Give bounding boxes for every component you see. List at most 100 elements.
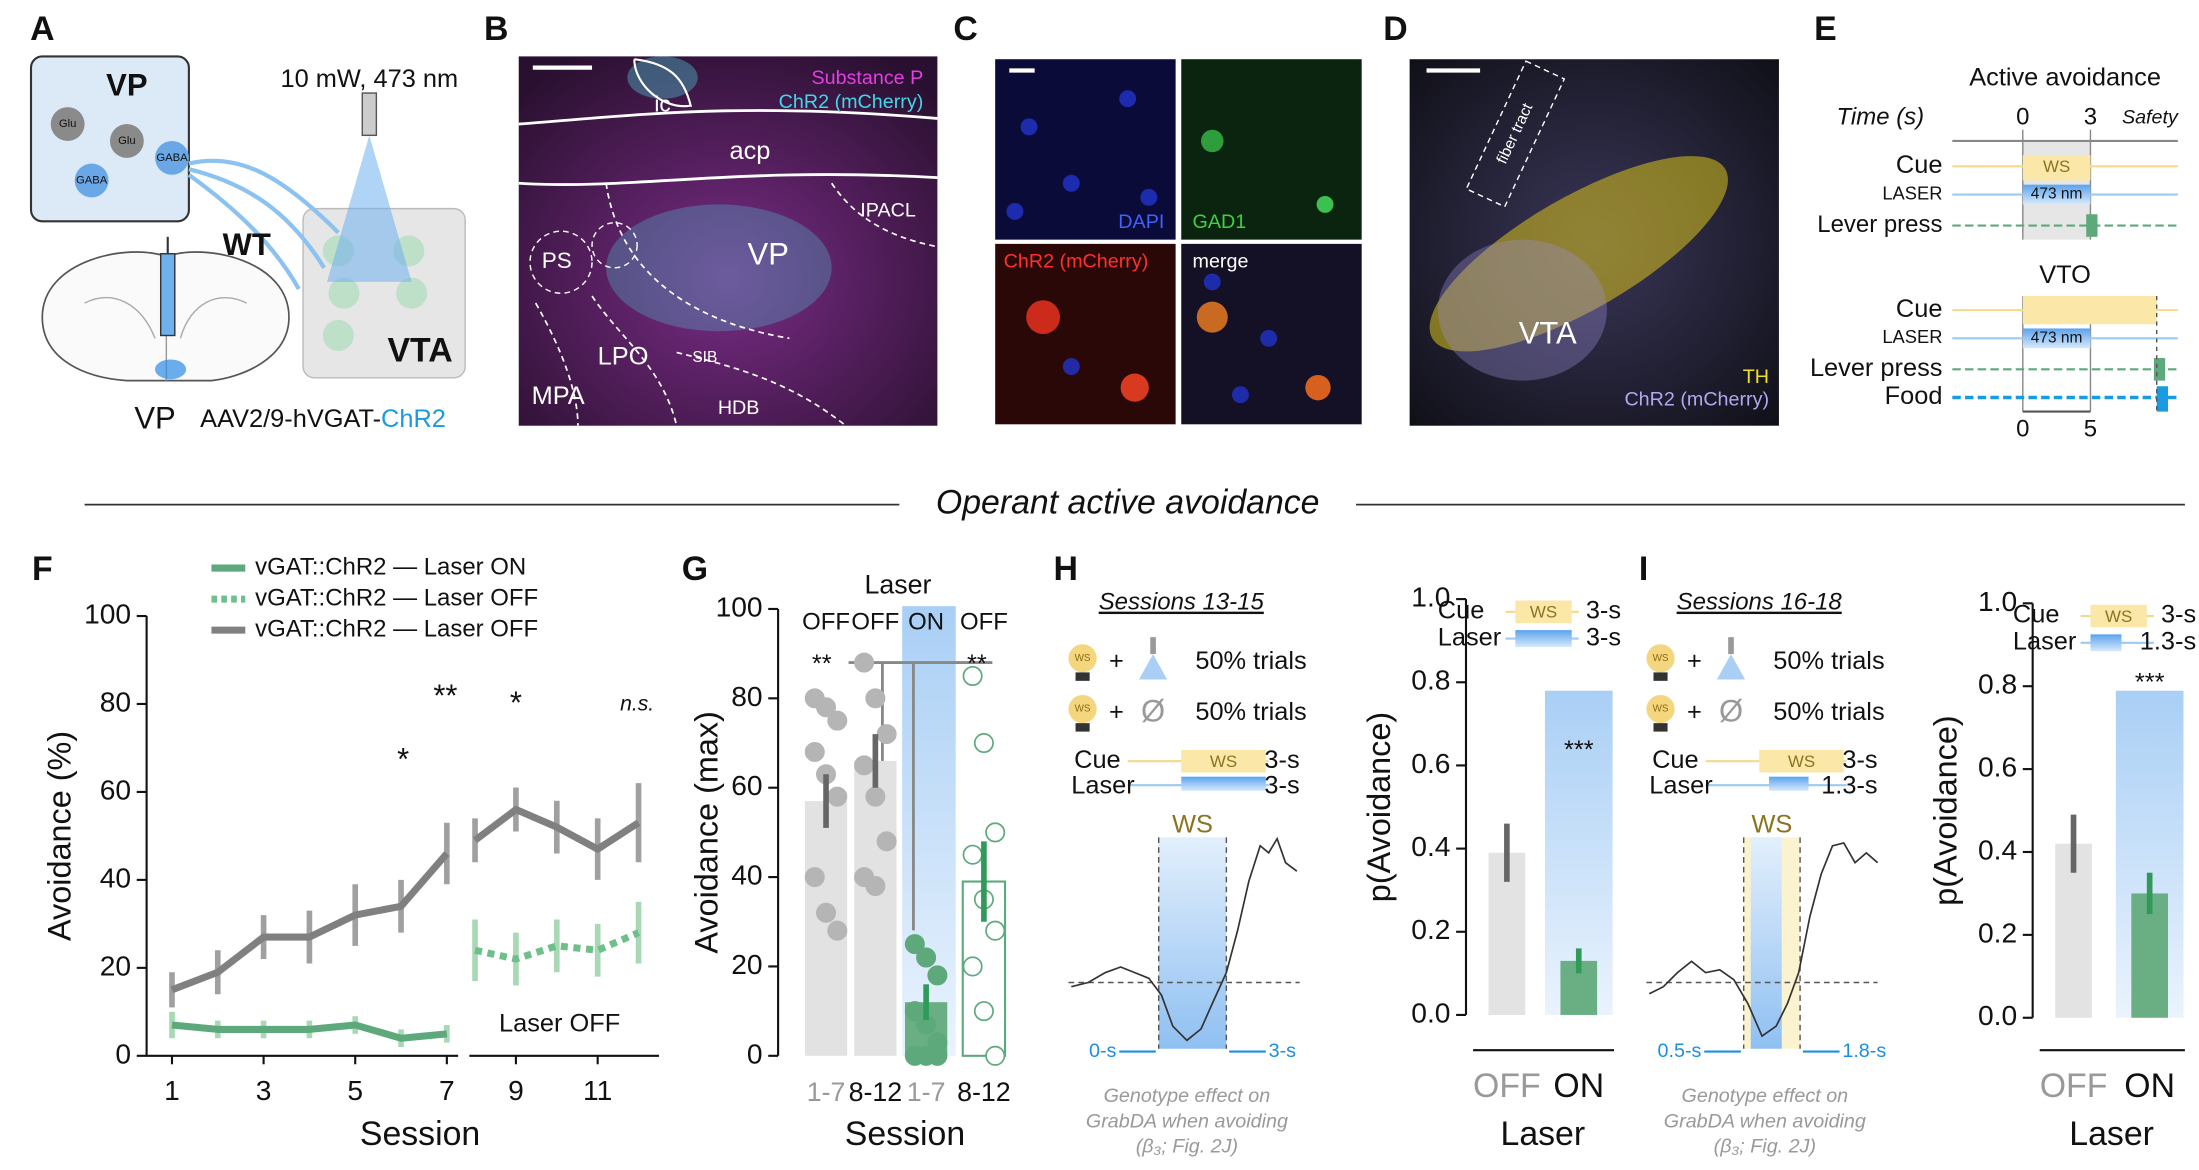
shape <box>1200 129 1224 153</box>
shape <box>1232 386 1249 404</box>
region-label: SIB <box>692 349 717 366</box>
row-label: Lever press <box>1810 354 1943 382</box>
virus-opsin: ChR2 <box>381 405 446 433</box>
shape <box>322 319 354 352</box>
x-tick-label: 1-7 <box>807 1077 846 1107</box>
sessions-label: Sessions 16-18 <box>1677 589 1843 616</box>
legend-label: Cue <box>2013 601 2060 629</box>
x-tick-label: OFF <box>1473 1067 1541 1105</box>
plus-sign: + <box>1687 698 1702 726</box>
legend-label: vGAT::ChR2 — Laser ON <box>255 553 526 580</box>
shape <box>1181 749 1266 773</box>
time-label: Time (s) <box>1837 104 1925 131</box>
channel-label: GAD1 <box>1193 211 1247 233</box>
row-label: Food <box>1885 382 1943 410</box>
x-tick-label: 3 <box>256 1074 272 1106</box>
region-label: IPACL <box>860 200 916 222</box>
window-label: WS <box>1751 811 1792 839</box>
y-tick-label: 80 <box>731 680 762 712</box>
stain-label: ChR2 (mCherry) <box>779 91 924 113</box>
shape <box>328 277 360 309</box>
region-label: MPA <box>532 382 585 410</box>
shape <box>1646 694 1675 724</box>
shape <box>155 359 187 380</box>
laser-header: Laser <box>864 569 931 599</box>
series-line <box>171 1021 448 1042</box>
row-label: LASER <box>1882 326 1942 347</box>
shape <box>1158 837 1227 1049</box>
y-tick-label: 1.0 <box>1978 585 2017 617</box>
shape <box>2090 604 2147 628</box>
laser-label: 473 nm <box>2031 186 2083 203</box>
caption: Genotype effect on <box>1104 1085 1271 1107</box>
shape <box>109 124 144 158</box>
data-point <box>876 831 897 852</box>
data-point <box>804 867 825 888</box>
shape <box>1653 672 1668 681</box>
shape <box>518 109 938 126</box>
panel-letter: D <box>1383 10 1407 48</box>
genotype-label: WT <box>223 227 271 262</box>
data-point <box>816 902 837 923</box>
shape <box>1068 644 1097 673</box>
shape <box>187 173 301 291</box>
region-label: VP <box>134 400 175 435</box>
shape <box>1515 630 1572 648</box>
data-point <box>916 947 937 968</box>
shape <box>2022 296 2157 325</box>
y-tick-label: 0.6 <box>1978 751 2017 783</box>
shape <box>1119 90 1137 108</box>
shape <box>2022 184 2091 205</box>
data-point <box>865 876 886 897</box>
region-label: VP <box>106 68 147 103</box>
row-label: Cue <box>1896 295 1943 323</box>
shape <box>1759 749 1844 773</box>
y-tick-label: 0.8 <box>1411 664 1450 696</box>
caption: Genotype effect on <box>1682 1085 1849 1107</box>
duration-label: 3-s <box>2161 601 2196 629</box>
row-label: Laser <box>1649 771 1713 799</box>
shape <box>1196 301 1228 333</box>
shape <box>633 58 693 108</box>
y-tick-label: 0.2 <box>1411 913 1450 945</box>
region-label: acp <box>729 137 770 165</box>
shape <box>1437 239 1607 381</box>
panel-letter: A <box>30 10 54 48</box>
shape <box>84 296 247 339</box>
stain-label: ChR2 (mCherry) <box>1624 389 1769 411</box>
legend-label: Laser <box>2013 627 2077 655</box>
data-point <box>865 688 886 709</box>
shape <box>902 606 956 1056</box>
x-tick-label: ON <box>2124 1067 2175 1105</box>
shape <box>327 135 412 282</box>
cell-label: Glu <box>118 135 136 147</box>
caption: (β₃; Fig. 2J) <box>1714 1136 1816 1158</box>
data-point <box>962 665 983 686</box>
shape <box>1515 600 1572 624</box>
panel-letter: E <box>1814 10 1837 48</box>
shape <box>1138 654 1168 680</box>
duration-label: 3-s <box>1586 596 1621 624</box>
cell-label: GABA <box>76 174 108 186</box>
data-point <box>985 822 1006 843</box>
cue-label: WS <box>1788 752 1815 771</box>
duration-label: 3-s <box>1586 623 1621 651</box>
trials-label: 50% trials <box>1773 647 1884 675</box>
null-symbol: Ø <box>1141 693 1165 728</box>
y-tick-label: 0.0 <box>1411 996 1450 1028</box>
y-tick-label: 40 <box>731 859 762 891</box>
legend-label: vGAT::ChR2 — Laser OFF <box>255 615 538 642</box>
y-tick-label: 20 <box>100 949 131 981</box>
cue-label: WS <box>1530 603 1557 622</box>
y-tick-label: 0.6 <box>1411 747 1450 779</box>
data-point <box>927 1045 948 1066</box>
data-point <box>827 710 848 731</box>
time-tick: 0 <box>2016 104 2029 131</box>
row-label: Cue <box>1896 151 1943 179</box>
condition-label: OFF <box>851 608 899 635</box>
shape <box>1750 837 1782 1049</box>
panel-letter: G <box>682 550 708 588</box>
shape <box>591 222 638 269</box>
shape <box>188 158 340 235</box>
shape <box>1075 723 1090 732</box>
